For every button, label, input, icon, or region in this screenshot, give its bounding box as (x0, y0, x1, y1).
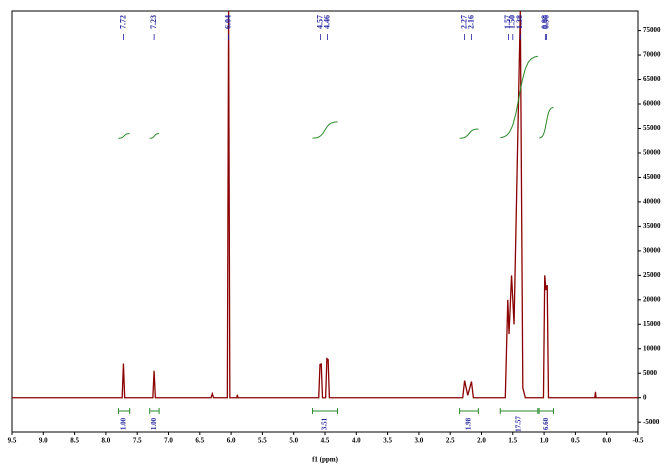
peak-label: 1.57 (503, 15, 512, 29)
integral-bracket (149, 408, 160, 414)
y-tick-label: 75000 (643, 26, 661, 34)
x-tick-label: 9.0 (39, 437, 48, 445)
x-tick-label: 2.0 (477, 437, 486, 445)
y-tick-label: 15000 (643, 320, 661, 328)
peak-label: 1.38 (515, 15, 524, 29)
integral-curve (149, 133, 160, 139)
y-tick-label: 10000 (643, 344, 661, 352)
integral-label: 1.98 (465, 417, 473, 430)
x-tick-label: 4.0 (352, 437, 361, 445)
integral-label: 3.51 (321, 417, 329, 430)
integral-label: 1.00 (150, 417, 158, 430)
x-tick-label: 4.5 (321, 437, 330, 445)
x-tick-label: 8.0 (102, 437, 111, 445)
y-tick-label: 50000 (643, 149, 661, 157)
integral-bracket (459, 408, 479, 414)
x-tick-label: 2.5 (446, 437, 455, 445)
x-axis-label: f1 (ppm) (312, 456, 339, 464)
peak-label: 6.04 (223, 15, 232, 29)
x-tick-label: -0.5 (632, 437, 644, 445)
spectrum-group (12, 11, 638, 399)
peak-label: 7.72 (118, 15, 127, 29)
integral-bracket (117, 408, 131, 414)
x-tick-label: 0.0 (602, 437, 611, 445)
integral-bracket (538, 408, 554, 414)
integral-label: 6.60 (542, 417, 550, 430)
y-tick-label: -5000 (643, 418, 660, 426)
x-tick-label: 9.5 (8, 437, 17, 445)
x-tick-label: 7.5 (133, 437, 142, 445)
x-tick-label: 3.0 (415, 437, 424, 445)
peak-label: 7.23 (149, 15, 158, 29)
y-tick-label: 30000 (643, 246, 661, 254)
y-tick-label: 20000 (643, 295, 661, 303)
peak-label: 0.96 (541, 15, 550, 29)
spectrum-line (12, 11, 638, 399)
integral-bracket (499, 408, 539, 414)
y-tick-label: 25000 (643, 271, 661, 279)
y-tick-label: 35000 (643, 222, 661, 230)
integral-bracket (311, 408, 339, 414)
y-tick-label: 60000 (643, 100, 661, 108)
peak-label: 1.50 (508, 15, 517, 29)
x-tick-label: 6.5 (195, 437, 204, 445)
integral-curve (500, 55, 538, 139)
integral-curve (312, 121, 338, 139)
integral-curve (118, 133, 130, 139)
x-tick-label: 5.0 (289, 437, 298, 445)
integral-curve (459, 128, 479, 139)
integral-label: 17.57 (515, 416, 523, 432)
x-tick-label: 0.5 (571, 437, 580, 445)
y-tick-label: 45000 (643, 173, 661, 181)
peak-label: 2.16 (466, 15, 475, 29)
y-tick-label: 40000 (643, 198, 661, 206)
x-tick-label: 5.5 (258, 437, 267, 445)
y-tick-label: 0 (643, 393, 647, 401)
integral-label: 1.00 (120, 417, 128, 430)
y-tick-label: 55000 (643, 124, 661, 132)
integral-curve (538, 106, 554, 139)
peak-label: 2.27 (459, 15, 468, 29)
x-tick-label: 7.0 (164, 437, 173, 445)
y-tick-label: 5000 (643, 369, 658, 377)
peak-label: 0.98 (540, 15, 549, 29)
x-tick-label: 1.0 (540, 437, 549, 445)
peak-label: 4.46 (322, 15, 331, 29)
y-tick-label: 70000 (643, 51, 661, 59)
y-tick-label: 65000 (643, 75, 661, 83)
x-tick-label: 6.0 (227, 437, 236, 445)
x-tick-label: 8.5 (70, 437, 79, 445)
x-tick-label: 3.5 (383, 437, 392, 445)
x-tick-label: 1.5 (508, 437, 517, 445)
peak-label: 4.57 (315, 15, 324, 29)
